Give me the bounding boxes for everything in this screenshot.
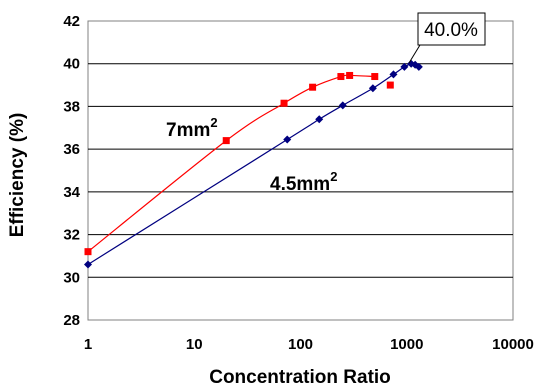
data-point-square: [386, 81, 394, 89]
data-point-diamond: [368, 84, 377, 93]
y-tick-label: 34: [63, 184, 80, 201]
y-axis-title: Efficiency (%): [7, 113, 28, 238]
peak-callout: 40.0%: [408, 12, 486, 64]
grid-lines: [88, 63, 513, 278]
series-label-4p5mm2-main: 4.5mm: [270, 174, 330, 195]
data-point-diamond: [414, 62, 423, 71]
data-point-square: [280, 99, 288, 107]
data-point-diamond: [84, 260, 92, 269]
series-label-4p5mm2-sup: 2: [330, 169, 337, 184]
data-point-diamond: [315, 115, 324, 124]
series-markers: [84, 59, 423, 269]
data-point-square: [346, 71, 354, 79]
x-tick-label: 1: [84, 336, 92, 353]
callout-leader: [408, 44, 421, 64]
x-axis-tick-labels: 1 10 100 1000 10000: [84, 336, 534, 353]
y-tick-label: 32: [63, 227, 80, 244]
data-point-diamond: [389, 70, 398, 79]
y-tick-label: 36: [63, 141, 80, 158]
y-tick-label: 28: [63, 312, 80, 329]
plot-frame: [87, 20, 514, 321]
data-point-diamond: [338, 101, 347, 110]
series-label-7mm2: 7mm2: [166, 115, 218, 141]
x-axis-title: Concentration Ratio: [209, 367, 391, 388]
data-point-square: [309, 83, 317, 91]
series-label-7mm2-sup: 2: [210, 115, 217, 130]
y-tick-label: 42: [63, 13, 80, 30]
y-tick-label: 38: [63, 98, 80, 115]
y-axis-tick-labels: 28 30 32 34 36 38 40 42: [63, 13, 80, 329]
data-point-diamond: [400, 62, 409, 71]
x-tick-label: 10: [186, 336, 203, 353]
data-point-diamond: [283, 135, 292, 144]
series-label-4p5mm2: 4.5mm2: [270, 169, 337, 195]
y-tick-label: 40: [63, 56, 80, 73]
callout-text: 40.0%: [424, 20, 478, 41]
callout-box: [417, 12, 486, 46]
data-point-square: [222, 137, 230, 145]
data-point-square: [84, 248, 92, 256]
x-tick-label: 100: [288, 336, 313, 353]
y-tick-label: 30: [63, 269, 80, 286]
series-label-7mm2-main: 7mm: [166, 120, 210, 141]
data-point-square: [337, 73, 345, 81]
data-point-square: [371, 73, 379, 81]
plot-area: 28 30 32 34 36 38 40 42 1 10 100 1000 10000: [63, 13, 534, 353]
x-tick-label: 1000: [390, 336, 423, 353]
x-tick-label: 10000: [492, 336, 534, 353]
